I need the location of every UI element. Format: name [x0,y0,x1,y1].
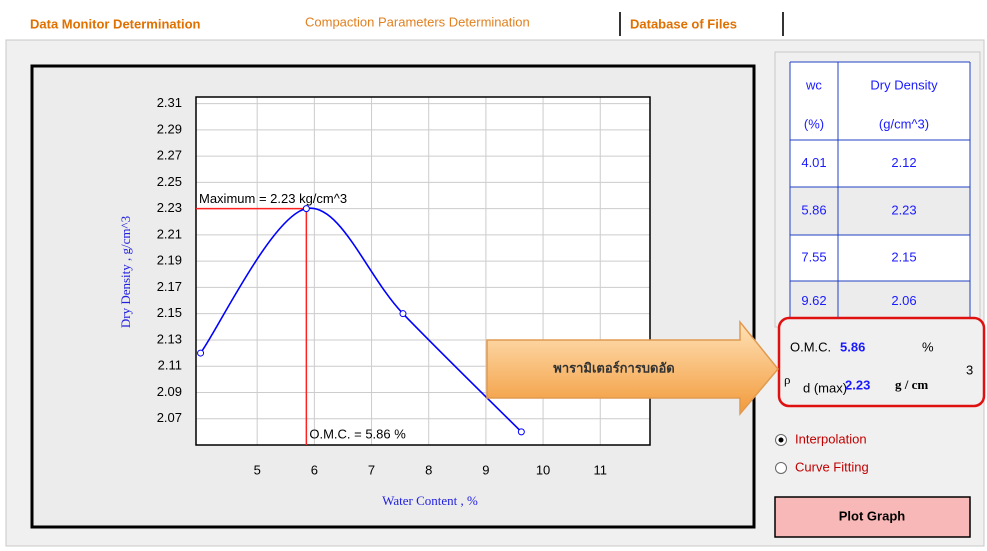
x-tick-label: 8 [425,462,432,477]
table-row-bg [790,187,970,235]
x-tick-label: 11 [594,462,608,477]
tab[interactable]: Compaction Parameters Determination [305,14,530,29]
y-tick-label: 2.07 [157,410,182,425]
table-cell: 9.62 [801,293,826,308]
rho-unit: g / cm [895,377,928,392]
table-row-bg [790,140,970,187]
data-point [302,205,310,213]
data-point [197,349,205,357]
data-point [399,310,407,318]
x-tick-label: 10 [536,462,550,477]
tab[interactable]: Database of Files [630,16,737,31]
radio-label[interactable]: Interpolation [795,431,867,446]
annotation: O.M.C. = 5.86 % [309,426,406,441]
omc-unit: % [922,339,934,354]
y-tick-label: 2.27 [157,148,182,163]
annotation: Maximum = 2.23 kg/cm^3 [199,191,347,206]
table-row-bg [790,235,970,281]
table-cell: 2.06 [891,293,916,308]
x-tick-label: 7 [368,462,375,477]
table: 4.01 2.12 5.86 2.23 7.55 2.15 9.62 2.06 wc (%) Dry… [789,61,971,322]
omc-value: 5.86 [840,339,865,354]
callout-text: พารามิเตอร์การบดอัด [553,360,675,375]
radio-label[interactable]: Curve Fitting [795,459,869,474]
table-header: (g/cm^3) [879,116,929,131]
table-cell: 4.01 [801,155,826,170]
plot-button[interactable] [774,496,971,538]
button-label[interactable]: Plot Graph [839,508,906,523]
table-cell: 2.12 [891,155,916,170]
table-cell: 7.55 [801,249,826,264]
y-tick-label: 2.15 [157,305,182,320]
rho-symbol: ρ [784,372,791,387]
omc-label: O.M.C. [790,339,831,354]
y-tick-label: 2.29 [157,121,182,136]
rho-unit-sup: 3 [966,362,973,377]
table-cell: 2.23 [891,202,916,217]
x-tick-label: 9 [482,462,489,477]
radio-dot [778,437,784,443]
x-tick-label: 5 [254,462,261,477]
x-tick-label: 6 [311,462,318,477]
y-tick-label: 2.11 [158,358,182,373]
plot-border [195,96,651,446]
y-axis-label: Dry Density , g/cm^3 [118,216,133,328]
callout-arrow [486,319,779,417]
y-tick-label: 2.09 [157,384,182,399]
data-line [199,207,522,433]
y-tick-label: 2.21 [157,226,182,241]
rho-value: 2.23 [845,377,870,392]
y-tick-label: 2.25 [157,174,182,189]
results-box [777,316,986,408]
data-point [517,428,525,436]
y-tick-label: 2.23 [157,200,182,215]
table-header-bg [790,62,970,140]
tab[interactable]: Data Monitor Determination [30,16,201,31]
y-tick-label: 2.19 [157,253,182,268]
table-header: (%) [804,116,824,131]
table-row-bg [790,281,970,322]
table-header: wc [805,77,822,92]
y-tick-label: 2.31 [157,95,182,110]
table-cell: 2.15 [891,249,916,264]
table-cell: 5.86 [801,202,826,217]
y-tick-label: 2.17 [157,279,182,294]
rho-subscript: d (max) [803,380,847,395]
y-tick-label: 2.13 [157,331,182,346]
chart: 2.07 2.09 2.11 2.13 2.15 2.17 2.19 2.21 2.23 2.25… [157,95,651,477]
x-axis-label: Water Content , % [382,493,478,508]
radio[interactable] [775,462,787,474]
table-header: Dry Density [870,77,938,92]
